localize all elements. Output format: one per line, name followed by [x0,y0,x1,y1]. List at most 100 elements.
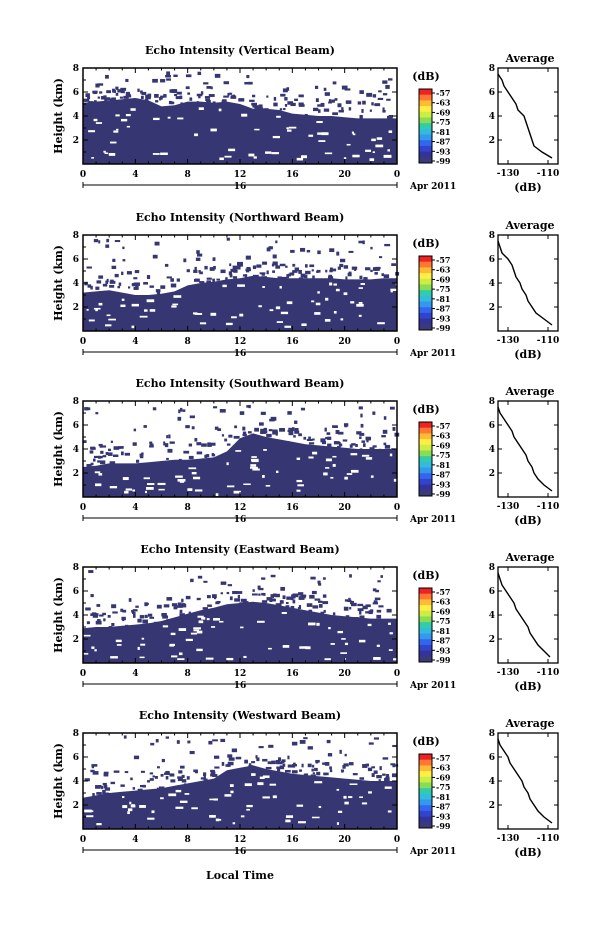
echo-speck [182,409,186,412]
echo-speck [130,777,133,781]
echo-gap [358,301,363,304]
panel-group: Echo Intensity (Vertical Beam) 2 4 6 8 Height… [52,44,559,882]
echo-gap [228,148,236,152]
echo-speck [88,570,94,573]
echo-speck [176,278,180,282]
echo-speck [287,755,290,760]
echo-speck [125,78,129,82]
echo-speck [181,598,184,603]
echo-speck [131,609,135,613]
echo-speck [298,94,304,98]
panel-title: Echo Intensity (Southward Beam) [136,377,345,390]
echo-speck [337,445,341,450]
echo-speck [343,423,349,427]
y-tick-label: 8 [73,64,79,74]
echo-speck [292,599,296,604]
echo-speck [309,264,315,268]
echo-speck [131,283,135,287]
profile-y-label: 4 [489,777,495,787]
echo-gap [122,805,128,809]
echo-speck [298,592,304,596]
echo-speck [318,583,322,586]
x-tick-label: 16 [286,669,299,679]
colorbar-swatch [419,793,432,801]
echo-speck [202,607,208,610]
echo-gap [296,489,301,492]
echo-speck [107,615,111,618]
x-tick-label: 0 [394,170,400,180]
echo-speck [358,240,364,244]
profile-line [497,738,553,824]
echo-speck [258,746,264,749]
colorbar-label: -87 [436,470,450,480]
echo-speck [330,268,337,272]
echo-gap [240,815,245,818]
echo-speck [341,85,348,90]
echo-speck [87,95,91,100]
echo-speck [290,102,296,107]
echo-gap [254,128,260,131]
echo-gap [179,800,188,803]
echo-gap [217,818,222,821]
echo-speck [371,766,376,769]
echo-gap [389,453,393,457]
echo-speck [90,613,97,616]
echo-speck [142,619,148,624]
echo-speck [97,96,100,99]
echo-speck [291,741,298,746]
echo-speck [104,773,109,777]
echo-speck [392,744,398,748]
echo-speck [200,91,204,95]
echo-speck [197,575,203,579]
colorbar-unit: (dB) [412,70,439,83]
echo-speck [379,256,383,259]
echo-speck [94,613,99,617]
echo-speck [146,602,149,605]
day-label: 16 [234,515,247,525]
echo-speck [261,577,266,580]
echo-speck [294,420,298,424]
echo-speck [226,237,230,241]
echo-gap [175,789,182,793]
echo-speck [204,454,208,458]
y-tick-label: 6 [73,88,79,98]
echo-speck [193,769,198,773]
echo-speck [110,781,116,785]
echo-speck [85,93,90,98]
colorbar-swatch [419,307,432,314]
echo-speck [272,593,277,597]
echo-speck [223,95,229,98]
echo-speck [123,95,129,99]
echo-speck [273,96,277,101]
echo-speck [303,737,308,740]
echo-speck [223,81,230,85]
colorbar-swatch [419,799,432,806]
echo-speck [322,762,328,765]
echo-speck [270,594,275,598]
echo-gap [244,783,252,787]
profile-y-label: 8 [489,64,495,74]
y-tick-label: 6 [73,421,79,431]
echo-gap [224,794,232,797]
echo-speck [261,592,265,596]
echo-gap [193,629,200,632]
echo-speck [345,615,350,618]
colorbar-label: -57 [436,255,450,265]
echo-speck [155,289,161,293]
echo-gap [343,157,347,159]
echo-speck [112,454,119,458]
echo-gap [308,456,314,459]
echo-speck [248,765,253,768]
echo-speck [176,740,180,744]
echo-speck [102,455,107,458]
colorbar-swatch [419,822,432,829]
echo-speck [294,430,300,434]
echo-speck [236,591,243,594]
echo-gap [315,302,321,306]
echo-gap [296,157,304,161]
echo-gap [110,656,118,659]
echo-speck [323,772,329,776]
echo-gap [91,646,95,649]
echo-speck [214,426,219,430]
echo-speck [382,429,388,434]
